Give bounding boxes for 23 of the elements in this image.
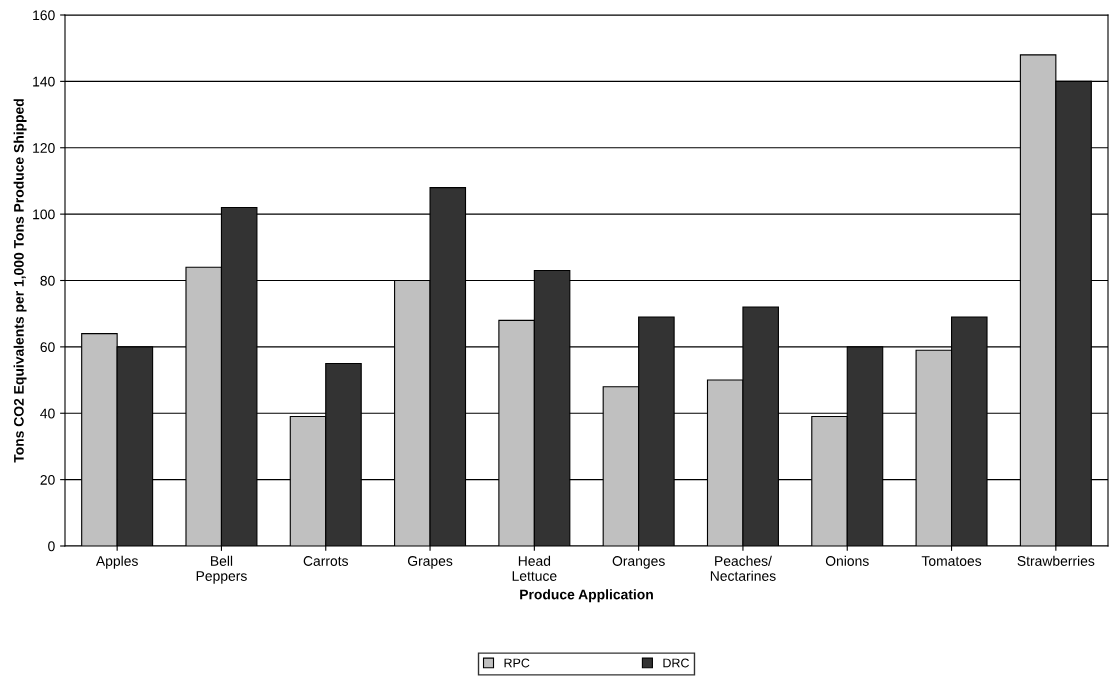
x-tick-label: Oranges bbox=[612, 556, 665, 569]
y-tick-label: 60 bbox=[40, 342, 55, 353]
x-tick-label: Tomatoes bbox=[921, 556, 982, 566]
y-tick-label: 160 bbox=[33, 10, 55, 21]
y-tick-label: 100 bbox=[33, 209, 55, 220]
legend-label: RPC bbox=[504, 658, 530, 668]
x-tick-label: Carrots bbox=[303, 556, 349, 566]
x-axis-title: Produce Application bbox=[520, 589, 653, 603]
y-tick-label: 20 bbox=[40, 474, 55, 485]
y-tick-label: 0 bbox=[48, 541, 55, 552]
x-tick-label: Peaches/ Nectarines bbox=[710, 555, 776, 581]
x-tick-label: Onions bbox=[825, 555, 869, 566]
legend-label: DRC bbox=[663, 658, 690, 668]
x-tick-label: Bell Peppers bbox=[196, 555, 247, 584]
y-tick-label: 40 bbox=[40, 408, 55, 419]
y-axis-title: Tons CO2 Equivalents per 1,000 Tons Produce Shipped bbox=[13, 99, 27, 463]
x-tick-label: Head Lettuce bbox=[512, 555, 557, 581]
x-tick-label: Apples bbox=[95, 555, 138, 569]
x-tick-label: Grapes bbox=[407, 556, 453, 569]
x-tick-label: Strawberries bbox=[1017, 555, 1095, 566]
y-tick-label: 140 bbox=[33, 76, 55, 87]
y-tick-label: 80 bbox=[40, 275, 55, 286]
y-tick-label: 120 bbox=[33, 143, 55, 153]
